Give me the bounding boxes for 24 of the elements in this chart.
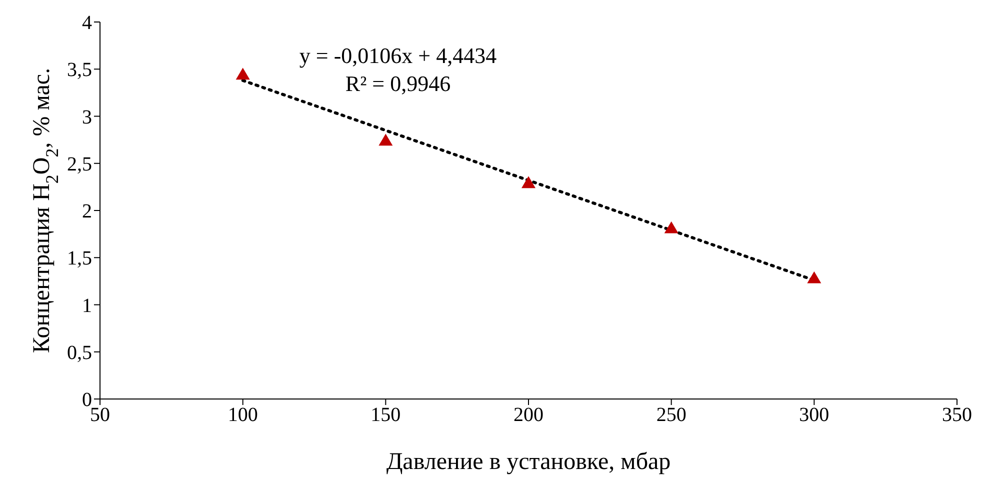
y-tick-label: 2 xyxy=(82,200,92,223)
point xyxy=(522,176,536,188)
y-tick-label: 3 xyxy=(82,106,92,128)
y-tick-label: 2,5 xyxy=(67,153,92,176)
annotation: y = -0,0106x + 4,4434 xyxy=(298,42,498,70)
x-tick-label: 200 xyxy=(514,404,544,426)
x-tick-label: 150 xyxy=(370,404,401,426)
point xyxy=(664,221,678,234)
x-tick-label: 350 xyxy=(942,404,972,426)
x-tick-label: 300 xyxy=(799,404,830,426)
x-tick-label: 50 xyxy=(90,404,110,426)
point xyxy=(378,134,393,146)
annotation: R² = 0,9946 xyxy=(344,70,452,98)
y-tick-label: 1 xyxy=(82,294,92,317)
y-tick-label: 1,5 xyxy=(67,248,92,270)
y-tick-label: 3,5 xyxy=(67,59,92,82)
x-axis-title: Давление в установке, мбар xyxy=(386,449,671,475)
y-tick-label: 4 xyxy=(82,12,92,34)
point xyxy=(236,68,250,80)
x-tick-label: 250 xyxy=(656,404,686,426)
y-tick-label: 0,5 xyxy=(67,342,92,364)
point xyxy=(807,271,822,284)
x-tick-label: 100 xyxy=(228,404,258,426)
y-tick-label: 0 xyxy=(82,389,92,412)
